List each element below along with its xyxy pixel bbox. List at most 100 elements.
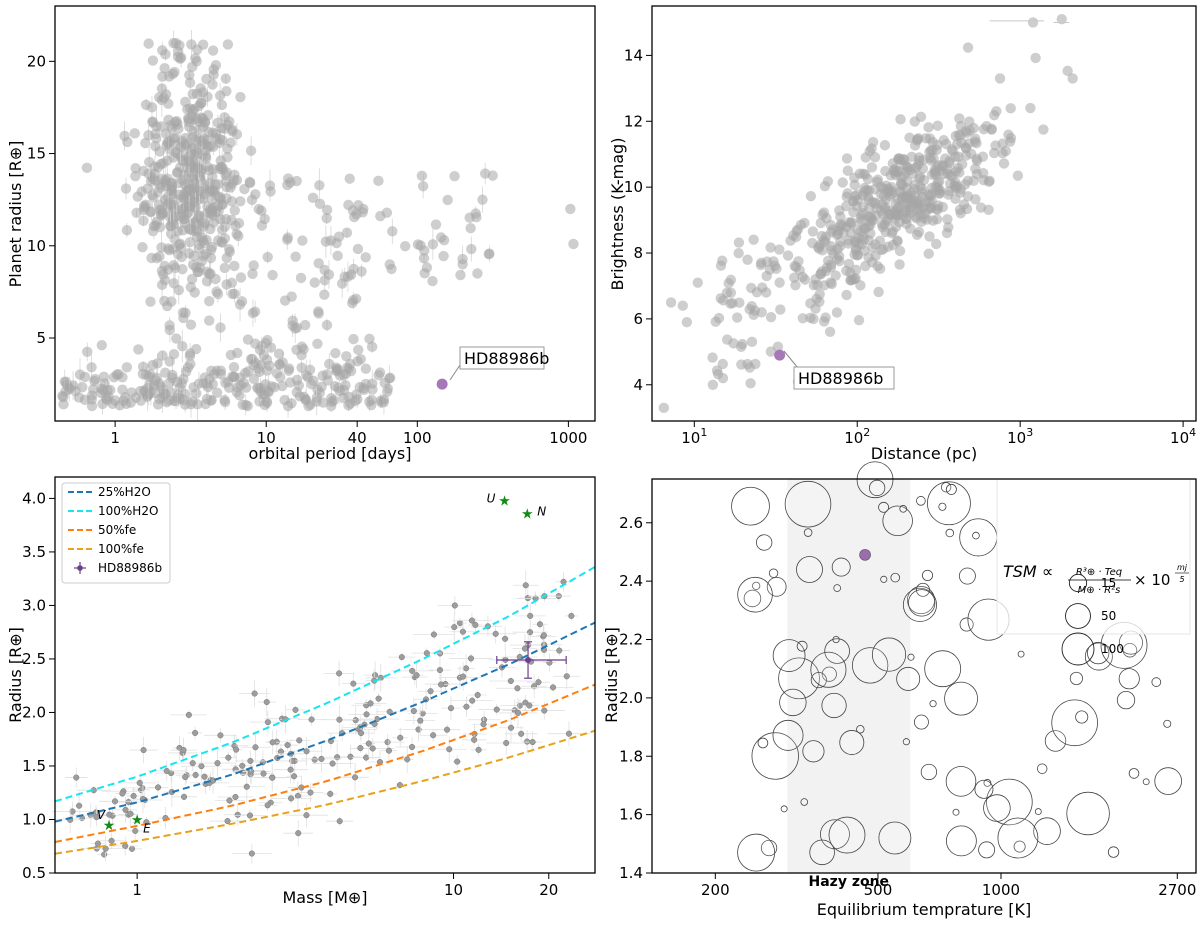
planet-point bbox=[121, 224, 133, 236]
planet-point bbox=[248, 260, 259, 271]
planet-point bbox=[264, 802, 271, 809]
planet-point bbox=[373, 370, 384, 381]
planet-point bbox=[287, 766, 294, 773]
x-tick-label: 1 bbox=[132, 881, 142, 899]
planet-point bbox=[332, 250, 343, 262]
planet-point bbox=[723, 278, 734, 289]
tsm-legend: TSM ∝ R³⊕ · Teq M⊕ · R²s × 10 mj 5 15501… bbox=[996, 478, 1191, 666]
planet-point bbox=[815, 217, 827, 229]
planet-point bbox=[297, 235, 308, 246]
planet-point bbox=[177, 264, 188, 275]
planet-point bbox=[204, 295, 215, 307]
planet-point bbox=[733, 237, 745, 248]
planet-point bbox=[150, 220, 161, 231]
planet-point bbox=[417, 717, 424, 724]
planet-point bbox=[313, 308, 324, 319]
y-tick-label: 1.5 bbox=[22, 757, 46, 775]
planet-point bbox=[336, 278, 348, 289]
tsm-bubble bbox=[803, 528, 813, 537]
planet-point bbox=[1062, 65, 1073, 77]
hd88986b-point bbox=[774, 349, 786, 361]
planet-point bbox=[147, 55, 159, 66]
formula-exp-num: mj bbox=[1177, 563, 1188, 572]
planet-point bbox=[291, 374, 303, 386]
formula-numerator: R³⊕ · Teq bbox=[1076, 567, 1122, 578]
size-legend-circle bbox=[1061, 632, 1095, 666]
planet-point bbox=[901, 218, 912, 230]
tsm-bubble bbox=[800, 798, 809, 806]
planet-point bbox=[159, 274, 171, 286]
planet-point bbox=[245, 145, 257, 156]
planet-point bbox=[384, 259, 395, 270]
planet-point bbox=[196, 255, 208, 267]
planet-point bbox=[262, 251, 273, 263]
planet-point bbox=[175, 238, 186, 249]
y-tick-label: 2.4 bbox=[619, 572, 643, 590]
planet-point bbox=[185, 224, 196, 235]
tsm-bubble bbox=[1151, 677, 1162, 687]
tsm-bubble bbox=[1051, 699, 1098, 747]
tsm-bubble bbox=[780, 805, 788, 813]
planet-point bbox=[102, 394, 113, 406]
planet-point bbox=[916, 183, 928, 195]
planet-point bbox=[375, 695, 382, 702]
planet-point bbox=[131, 207, 142, 218]
planet-point bbox=[748, 234, 759, 245]
planet-point bbox=[336, 716, 343, 723]
planet-point bbox=[308, 716, 315, 723]
planet-point bbox=[147, 359, 158, 371]
planet-point bbox=[665, 297, 677, 308]
tsm-bubble bbox=[1084, 642, 1113, 671]
planet-point bbox=[879, 204, 891, 215]
tsm-bubble bbox=[809, 839, 835, 866]
planet-point bbox=[140, 747, 147, 754]
tsm-bubble bbox=[856, 461, 894, 499]
planet-point bbox=[138, 215, 149, 227]
planet-point bbox=[286, 291, 297, 302]
planet-point bbox=[228, 361, 240, 373]
planet-point bbox=[176, 251, 187, 263]
legend-label: HD88986b bbox=[98, 561, 162, 575]
y-axis-label: Brightness (K-mag) bbox=[608, 138, 627, 291]
planet-point bbox=[117, 372, 128, 383]
annotation-label: HD88986b bbox=[464, 349, 549, 368]
planet-point bbox=[263, 699, 270, 706]
planet-point bbox=[327, 790, 334, 797]
planet-point bbox=[715, 260, 727, 271]
planet-point bbox=[190, 134, 201, 146]
planet-point bbox=[442, 194, 453, 206]
planet-point bbox=[894, 245, 906, 257]
planet-point bbox=[850, 245, 862, 256]
planet-point bbox=[737, 338, 748, 350]
planet-point bbox=[326, 396, 338, 408]
planet-point bbox=[193, 243, 205, 254]
planet-point bbox=[191, 388, 202, 399]
planet-point bbox=[321, 204, 333, 216]
x-tick-label: 200 bbox=[701, 881, 730, 899]
tsm-bubble bbox=[752, 581, 761, 590]
planet-point bbox=[122, 806, 129, 813]
planet-point bbox=[174, 189, 185, 200]
planet-point bbox=[229, 260, 240, 272]
planet-point bbox=[244, 176, 256, 188]
planet-point bbox=[790, 280, 801, 291]
tsm-bubble bbox=[997, 817, 1039, 859]
planet-point bbox=[808, 313, 819, 325]
planet-point bbox=[446, 746, 453, 753]
planet-point bbox=[199, 218, 210, 229]
planet-point bbox=[438, 250, 449, 262]
planet-point bbox=[421, 262, 433, 273]
y-tick-label: 1.4 bbox=[619, 864, 643, 882]
y-tick-label: 6 bbox=[633, 310, 643, 328]
planet-point bbox=[180, 793, 188, 800]
planet-point bbox=[274, 358, 285, 370]
planet-point bbox=[258, 349, 270, 361]
planet-point bbox=[233, 746, 240, 753]
model-curves bbox=[54, 566, 596, 855]
planet-point bbox=[874, 263, 886, 275]
highlight-layer bbox=[774, 349, 786, 361]
planet-point bbox=[199, 117, 211, 128]
planet-point bbox=[239, 183, 250, 195]
planet-point bbox=[162, 199, 174, 210]
x-tick-exponent: 2 bbox=[863, 426, 870, 439]
